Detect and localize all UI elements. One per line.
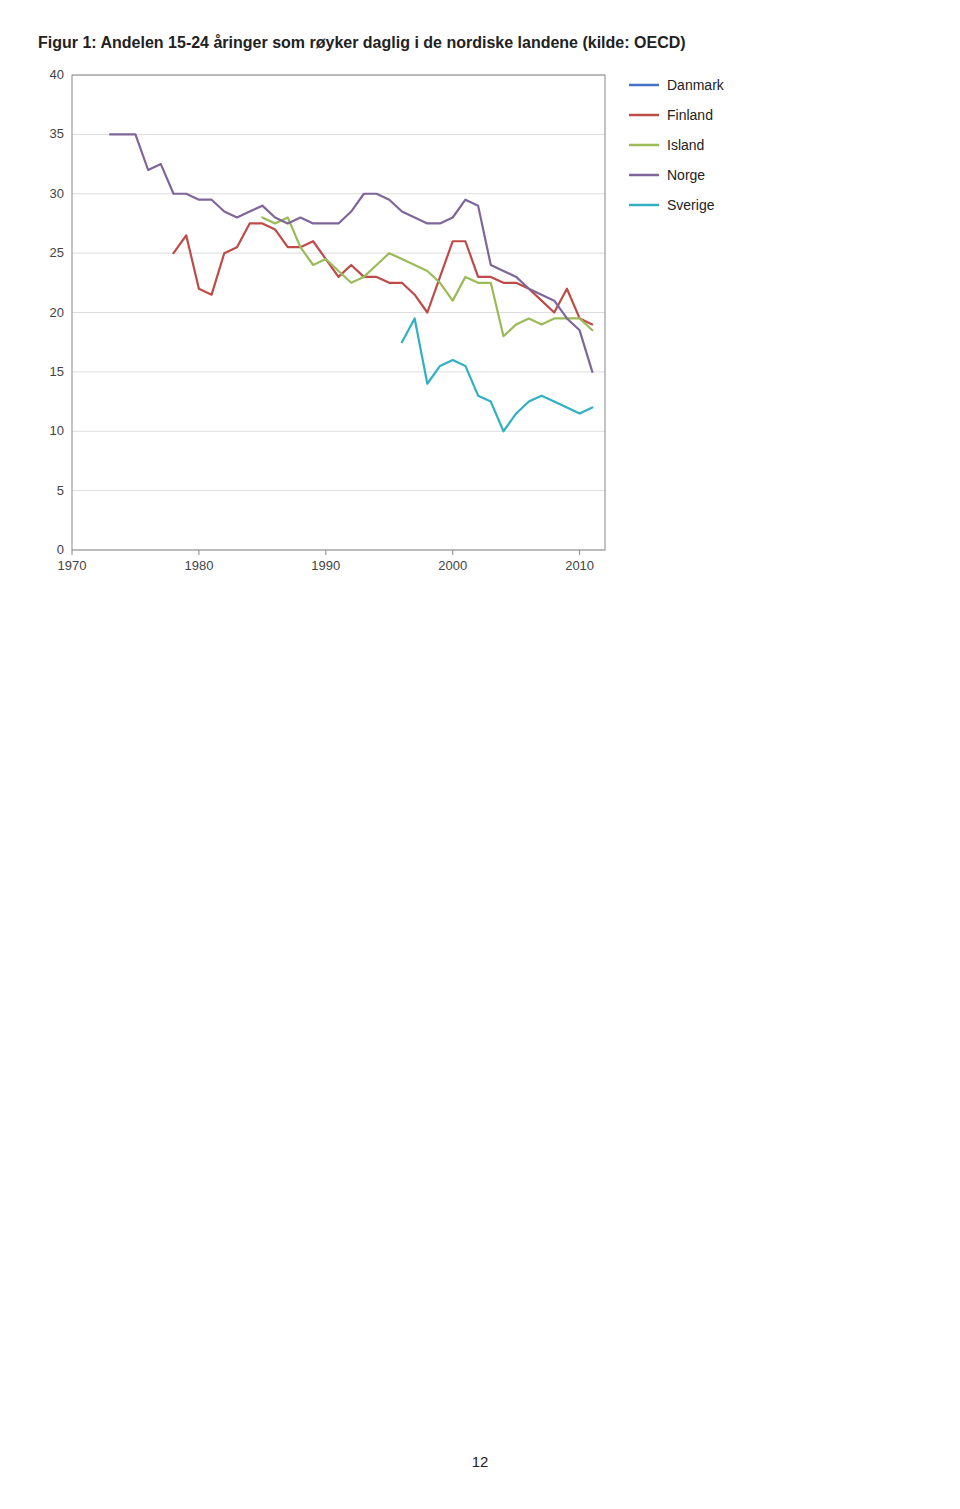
grid-line [72, 134, 605, 135]
tick-mark [72, 550, 73, 555]
legend-label: Finland [667, 107, 713, 123]
grid-line [72, 371, 605, 372]
series-line [262, 218, 592, 337]
tick-mark [452, 550, 453, 555]
legend-label: Island [667, 137, 704, 153]
tick-label: 1970 [58, 558, 87, 573]
series-line [174, 223, 593, 324]
legend-label: Danmark [667, 77, 725, 93]
legend-label: Sverige [667, 197, 715, 213]
legend-swatch [629, 144, 659, 147]
series-line [402, 318, 592, 431]
title: Figur 1: Andelen 15-24 åringer som røyke… [38, 34, 686, 51]
lines [110, 134, 592, 431]
tick-label: 2000 [438, 558, 467, 573]
grid-line [72, 253, 605, 254]
tick-label: 40 [50, 67, 64, 82]
page-number: 12 [472, 1453, 489, 1470]
tick-label: 25 [50, 245, 64, 260]
plot-frame [72, 75, 605, 550]
grid-line [72, 490, 605, 491]
series-line [110, 134, 592, 372]
tick-mark [198, 550, 199, 555]
legend-swatch [629, 174, 659, 177]
tick-label: 1980 [184, 558, 213, 573]
legend-label: Norge [667, 167, 705, 183]
legend-swatch [629, 204, 659, 207]
tick-label: 2010 [565, 558, 594, 573]
plot-background [72, 75, 605, 550]
tick-label: 35 [50, 126, 64, 141]
chart: Figur 1: Andelen 15-24 åringer som røyke… [0, 0, 960, 1509]
tick-label: 10 [50, 423, 64, 438]
legend-swatch [629, 114, 659, 117]
tick-label: 30 [50, 186, 64, 201]
tick-mark [579, 550, 580, 555]
tick-label: 15 [50, 364, 64, 379]
tick-label: 5 [57, 483, 64, 498]
tick-label: 1990 [311, 558, 340, 573]
legend-swatch [629, 84, 659, 87]
grid-line [72, 431, 605, 432]
grid-line [72, 193, 605, 194]
tick-label: 0 [57, 542, 64, 557]
grid-line [72, 312, 605, 313]
tick-label: 20 [50, 305, 64, 320]
tick-mark [325, 550, 326, 555]
